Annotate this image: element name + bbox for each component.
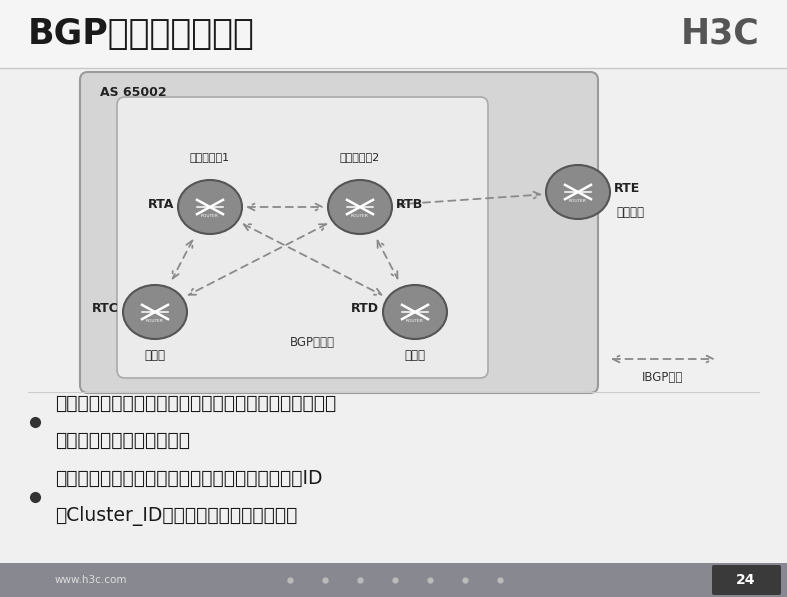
Bar [0,0,787,68]
Text: （Cluster_ID），以避免路由环路的产生: （Cluster_ID），以避免路由环路的产生 [55,506,297,526]
Text: RTA: RTA [148,198,174,211]
Text: 客户机: 客户机 [405,349,426,362]
Text: 一个集群中的每个路由反射器都要配置相同的集群ID: 一个集群中的每个路由反射器都要配置相同的集群ID [55,469,323,488]
FancyBboxPatch shape [117,97,488,378]
Text: 在一个集群中可以配置一个以上的路由反射器，以增加网: 在一个集群中可以配置一个以上的路由反射器，以增加网 [55,394,336,413]
Text: AS 65002: AS 65002 [100,86,167,99]
Text: ROUTER: ROUTER [406,319,424,323]
Ellipse shape [123,285,187,339]
Ellipse shape [178,180,242,234]
Text: RTE: RTE [614,183,641,195]
Text: IBGP连接: IBGP连接 [642,371,684,384]
Text: ROUTER: ROUTER [569,199,587,203]
Text: RTD: RTD [351,303,379,315]
Text: RTC: RTC [92,303,119,315]
FancyBboxPatch shape [712,565,781,595]
Text: ROUTER: ROUTER [146,319,164,323]
Text: 络的可靠性和防止单点故障: 络的可靠性和防止单点故障 [55,431,190,450]
Text: H3C: H3C [680,17,759,51]
Bar [0,563,787,597]
Text: ROUTER: ROUTER [351,214,369,218]
Ellipse shape [546,165,610,219]
Text: 客户机: 客户机 [145,349,165,362]
Text: BGP反射群: BGP反射群 [290,336,335,349]
Text: RTB: RTB [396,198,423,211]
Ellipse shape [328,180,392,234]
Text: 24: 24 [737,573,756,587]
Text: 非客户机: 非客户机 [616,205,644,219]
FancyBboxPatch shape [80,72,598,393]
Ellipse shape [383,285,447,339]
Text: 路由反射器1: 路由反射器1 [190,152,230,162]
Text: BGP路由反射器冗余: BGP路由反射器冗余 [28,17,255,51]
Text: 路由反射器2: 路由反射器2 [340,152,380,162]
Text: www.h3c.com: www.h3c.com [55,575,127,585]
Text: ROUTER: ROUTER [201,214,219,218]
